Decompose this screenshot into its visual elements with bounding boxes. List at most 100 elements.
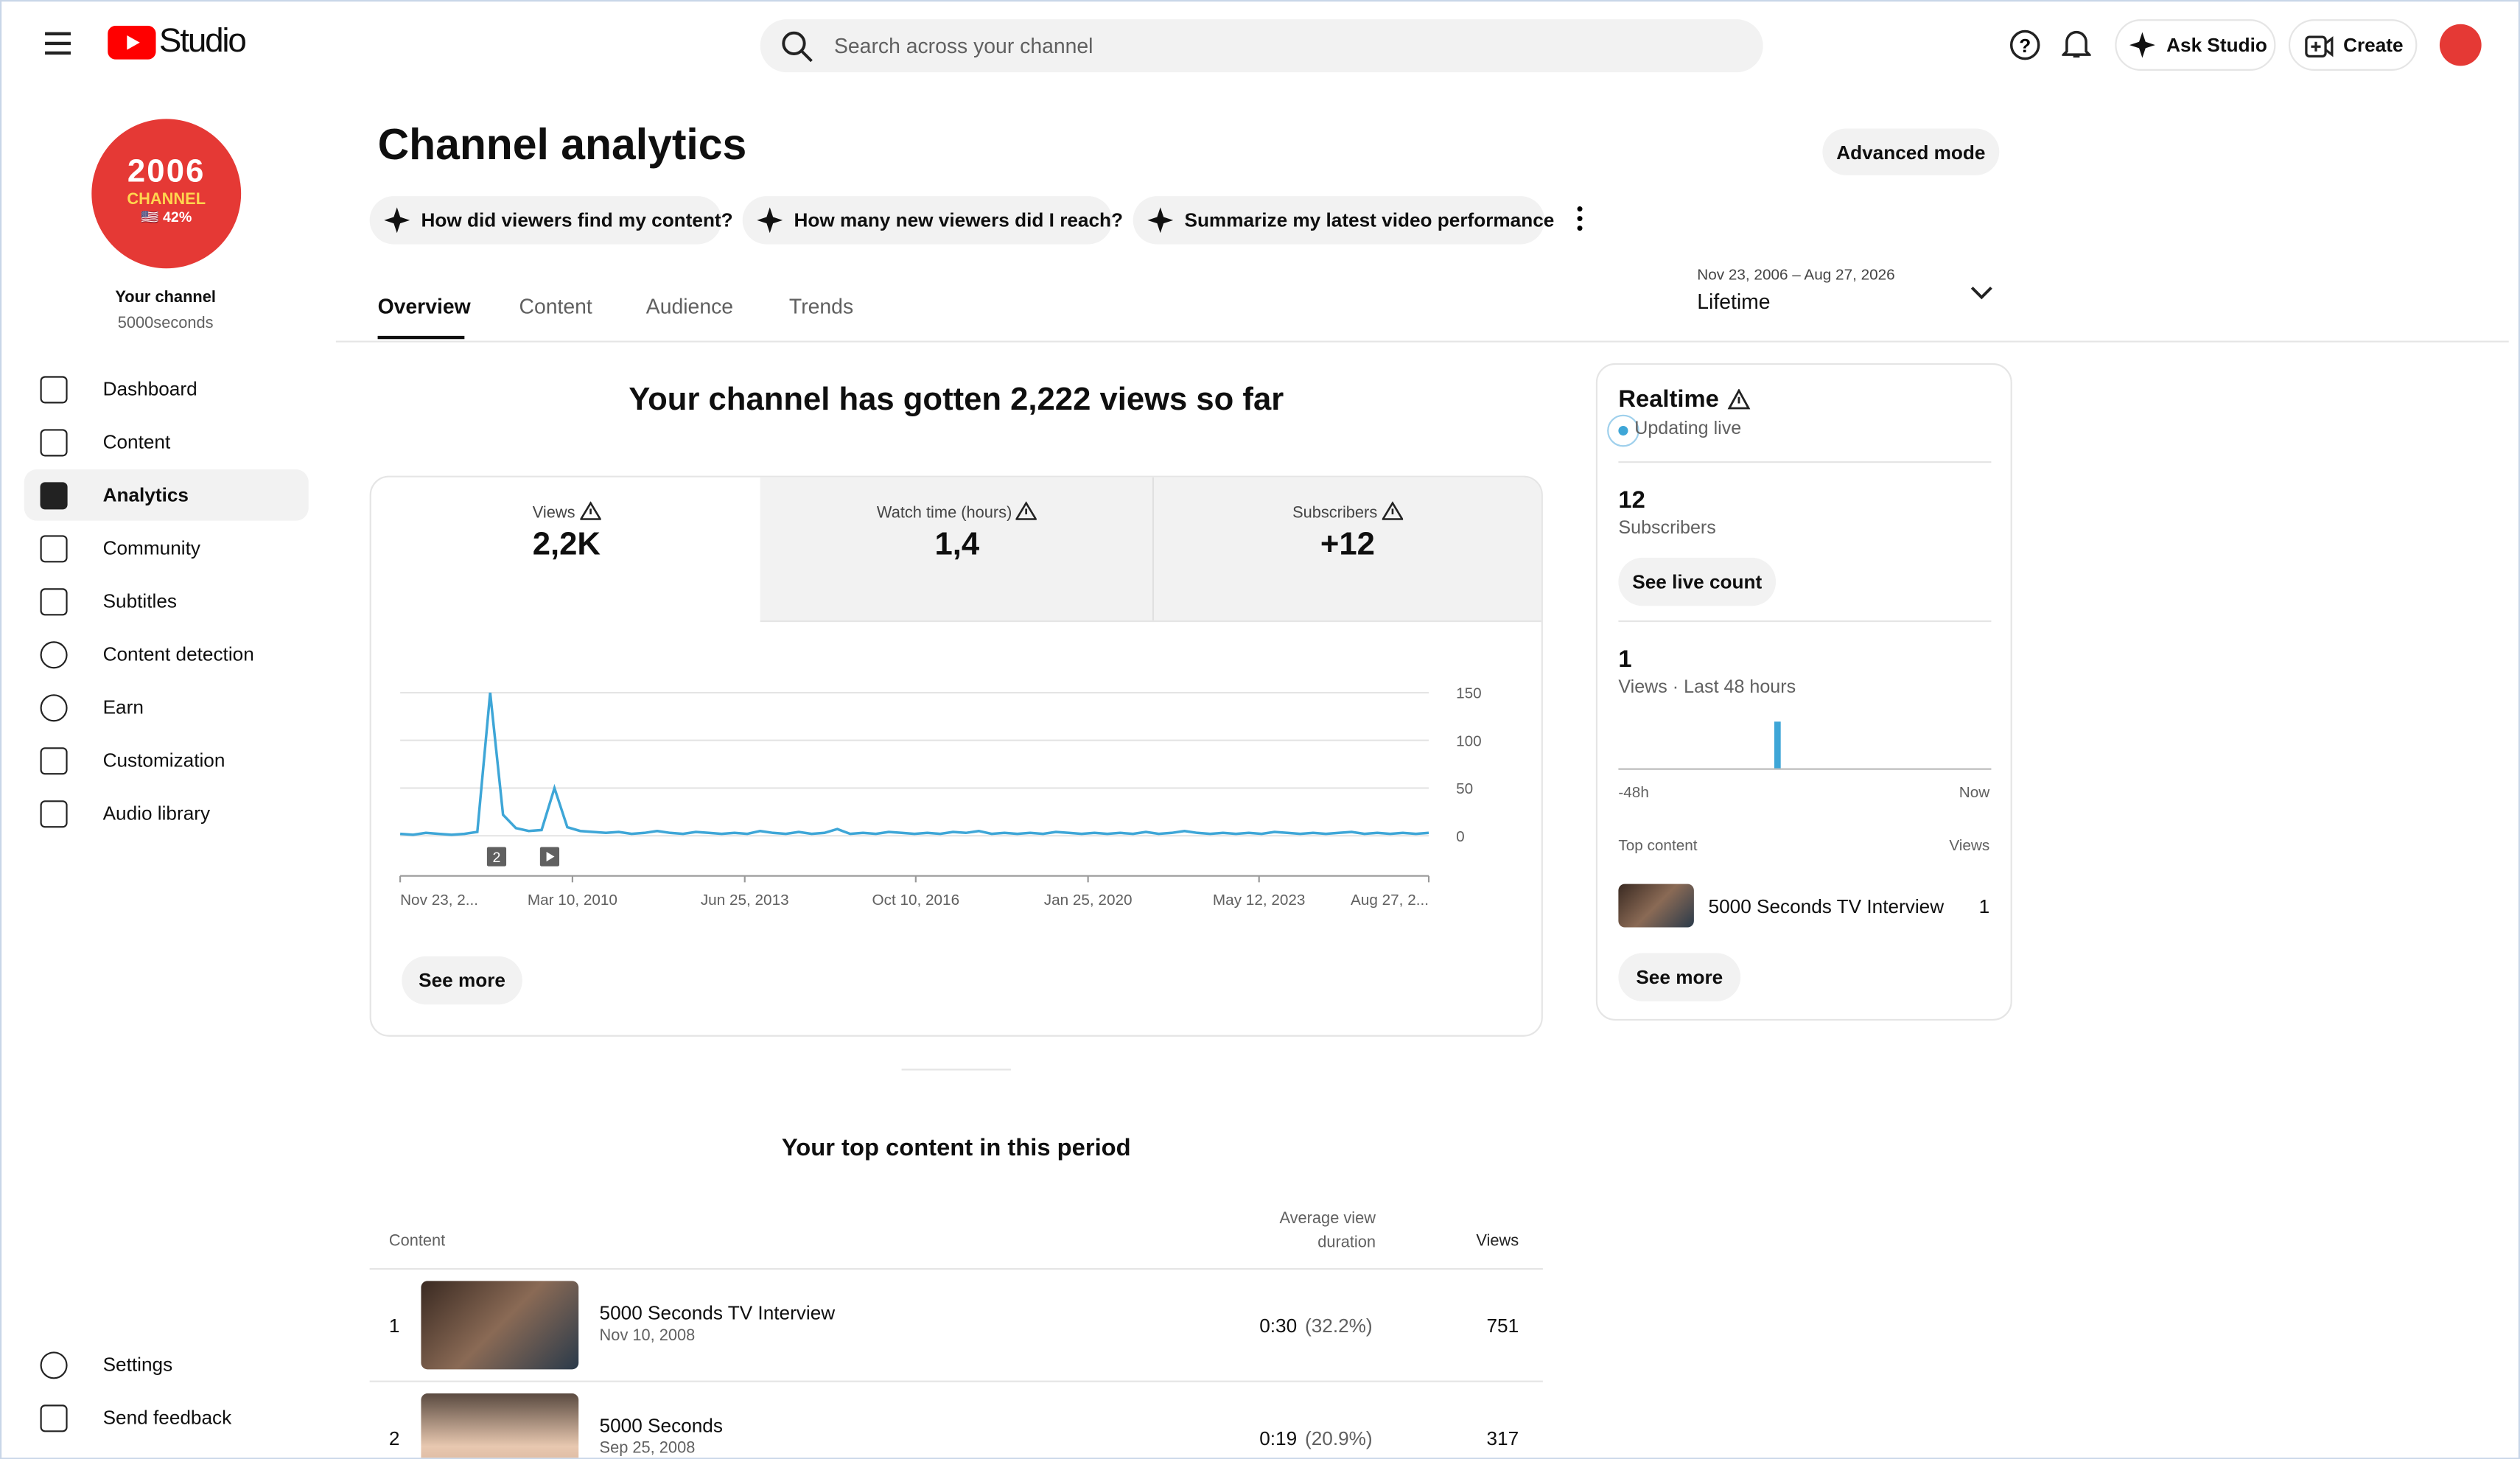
prompt-label: How did viewers find my content? xyxy=(421,209,733,232)
ask-studio-button[interactable]: Ask Studio xyxy=(2115,19,2276,71)
divider xyxy=(335,340,2509,343)
nav-active-bg xyxy=(24,469,309,521)
account-avatar[interactable] xyxy=(2439,24,2482,66)
subscriber-label: Subscribers xyxy=(1618,519,1716,539)
divider xyxy=(1618,461,1992,463)
search-bar[interactable]: Search across your channel xyxy=(760,19,1763,73)
warning-icon xyxy=(578,501,602,520)
warning-icon xyxy=(1015,501,1038,520)
tab[interactable]: Trends xyxy=(788,294,854,318)
avatar-line: CHANNEL xyxy=(127,191,206,209)
logo-text[interactable]: Studio xyxy=(158,22,247,60)
nav-icon xyxy=(40,588,68,616)
headline: Your channel has gotten 2,222 views so f… xyxy=(629,382,1284,419)
create-label: Create xyxy=(2343,33,2404,57)
nav-icon xyxy=(40,1351,68,1379)
prompt-chip[interactable]: Summarize my latest video performance xyxy=(1133,196,1554,245)
metric-value: 1,4 xyxy=(934,527,980,563)
video-title[interactable]: 5000 Seconds TV Interview xyxy=(599,1301,836,1325)
duration: 0:19 xyxy=(1259,1427,1298,1450)
annotation-label: 2 xyxy=(493,850,501,866)
create-icon xyxy=(2305,35,2334,57)
warning-icon xyxy=(1727,388,1751,410)
nav-item[interactable]: Customization xyxy=(102,749,225,772)
avatar-line: 🇺🇸 42% xyxy=(141,209,192,225)
views: 751 xyxy=(1486,1315,1519,1337)
x-tick-label: Jun 25, 2013 xyxy=(701,892,789,909)
sparkle-icon xyxy=(2129,32,2155,58)
prompt-label: Summarize my latest video performance xyxy=(1184,209,1555,232)
top-views-label: Views xyxy=(1949,837,1990,856)
nav-icon xyxy=(40,429,68,457)
more-button[interactable] xyxy=(1575,206,1584,231)
nav-icon xyxy=(40,694,68,722)
subscriber-count: 12 xyxy=(1618,486,1645,514)
x-tick-label: Oct 10, 2016 xyxy=(872,892,959,909)
nav-item[interactable]: Audio library xyxy=(102,802,211,825)
create-button[interactable]: Create xyxy=(2288,19,2418,71)
y-tick-label: 150 xyxy=(1456,685,1482,702)
chart: 0 50 100 150 Nov 23, 2... Mar 10, 2010 Jun 25,… xyxy=(399,685,1482,909)
views-line xyxy=(399,692,1429,836)
nav-icon xyxy=(40,376,68,404)
column-header: Content xyxy=(388,1232,446,1250)
nav-item[interactable]: Subtitles xyxy=(102,589,177,613)
svg-text:?: ? xyxy=(2019,35,2031,57)
nav-item[interactable]: Content detection xyxy=(102,643,254,665)
nav-item[interactable]: Earn xyxy=(102,696,144,718)
nav-item[interactable]: Dashboard xyxy=(102,377,197,401)
section-title: Your top content in this period xyxy=(781,1134,1131,1162)
menu-button[interactable] xyxy=(43,30,72,56)
channel-avatar[interactable]: 2006 CHANNEL 🇺🇸 42% xyxy=(91,119,242,269)
thumbnail[interactable] xyxy=(1618,884,1694,928)
nav-item[interactable]: Send feedback xyxy=(102,1406,232,1430)
nav-item[interactable]: Content xyxy=(102,430,171,454)
tab-separator xyxy=(1152,477,1155,620)
video-date: Nov 10, 2008 xyxy=(599,1327,696,1346)
tab[interactable]: Content xyxy=(519,294,592,318)
thumbnail[interactable] xyxy=(421,1393,579,1458)
nav-item[interactable]: Analytics xyxy=(102,483,189,507)
metrics-card: Views 2,2K Watch time (hours) 1,4 Subscrib… xyxy=(369,475,1543,1037)
divider xyxy=(1618,620,1992,623)
see-more-button[interactable]: See more xyxy=(1618,953,1741,1001)
y-tick-label: 50 xyxy=(1456,780,1473,797)
thumbnail[interactable] xyxy=(421,1281,579,1370)
x-tick-label: May 12, 2023 xyxy=(1213,892,1306,909)
views-label: Views · Last 48 hours xyxy=(1618,678,1796,698)
see-more-button[interactable]: See more xyxy=(402,956,522,1005)
tab[interactable]: Overview xyxy=(377,294,471,318)
column-header: Average view duration xyxy=(1279,1210,1376,1253)
row-divider xyxy=(369,1267,1543,1270)
avatar-line: 2006 xyxy=(127,154,206,190)
sparkle-icon xyxy=(757,207,783,234)
top-item-title[interactable]: 5000 Seconds TV Interview xyxy=(1708,895,1945,918)
top-item-views: 1 xyxy=(1978,895,1990,918)
nav-item[interactable]: Settings xyxy=(102,1353,173,1376)
nav-icon xyxy=(40,800,68,828)
prompt-chip[interactable]: How did viewers find my content? xyxy=(369,196,733,245)
metric-label: Subscribers xyxy=(1152,501,1541,522)
nav-icon xyxy=(40,482,68,510)
advanced-mode-button[interactable]: Advanced mode xyxy=(1822,128,2000,175)
x-tick-label: Jan 25, 2020 xyxy=(1044,892,1133,909)
dropdown-icon[interactable] xyxy=(1970,284,1993,301)
row-divider xyxy=(369,1380,1543,1382)
views-count: 1 xyxy=(1618,645,1632,673)
top-content-label: Top content xyxy=(1618,837,1698,856)
video-title[interactable]: 5000 Seconds xyxy=(599,1414,723,1437)
views: 317 xyxy=(1486,1427,1519,1450)
x-tick-label: Mar 10, 2010 xyxy=(528,892,617,909)
sparkle-icon xyxy=(1147,207,1174,234)
video-marker-icon xyxy=(546,851,555,862)
help-button[interactable]: ? xyxy=(2009,29,2041,61)
metric-value: +12 xyxy=(1320,527,1375,563)
prompt-chip[interactable]: How many new viewers did I reach? xyxy=(742,196,1123,245)
tab[interactable]: Audience xyxy=(645,294,734,318)
nav-item[interactable]: Community xyxy=(102,536,200,560)
notifications-button[interactable] xyxy=(2062,27,2091,60)
live-count-button[interactable]: See live count xyxy=(1618,557,1777,606)
channel-label: Your channel xyxy=(115,289,216,307)
period[interactable]: Lifetime xyxy=(1697,289,1771,314)
